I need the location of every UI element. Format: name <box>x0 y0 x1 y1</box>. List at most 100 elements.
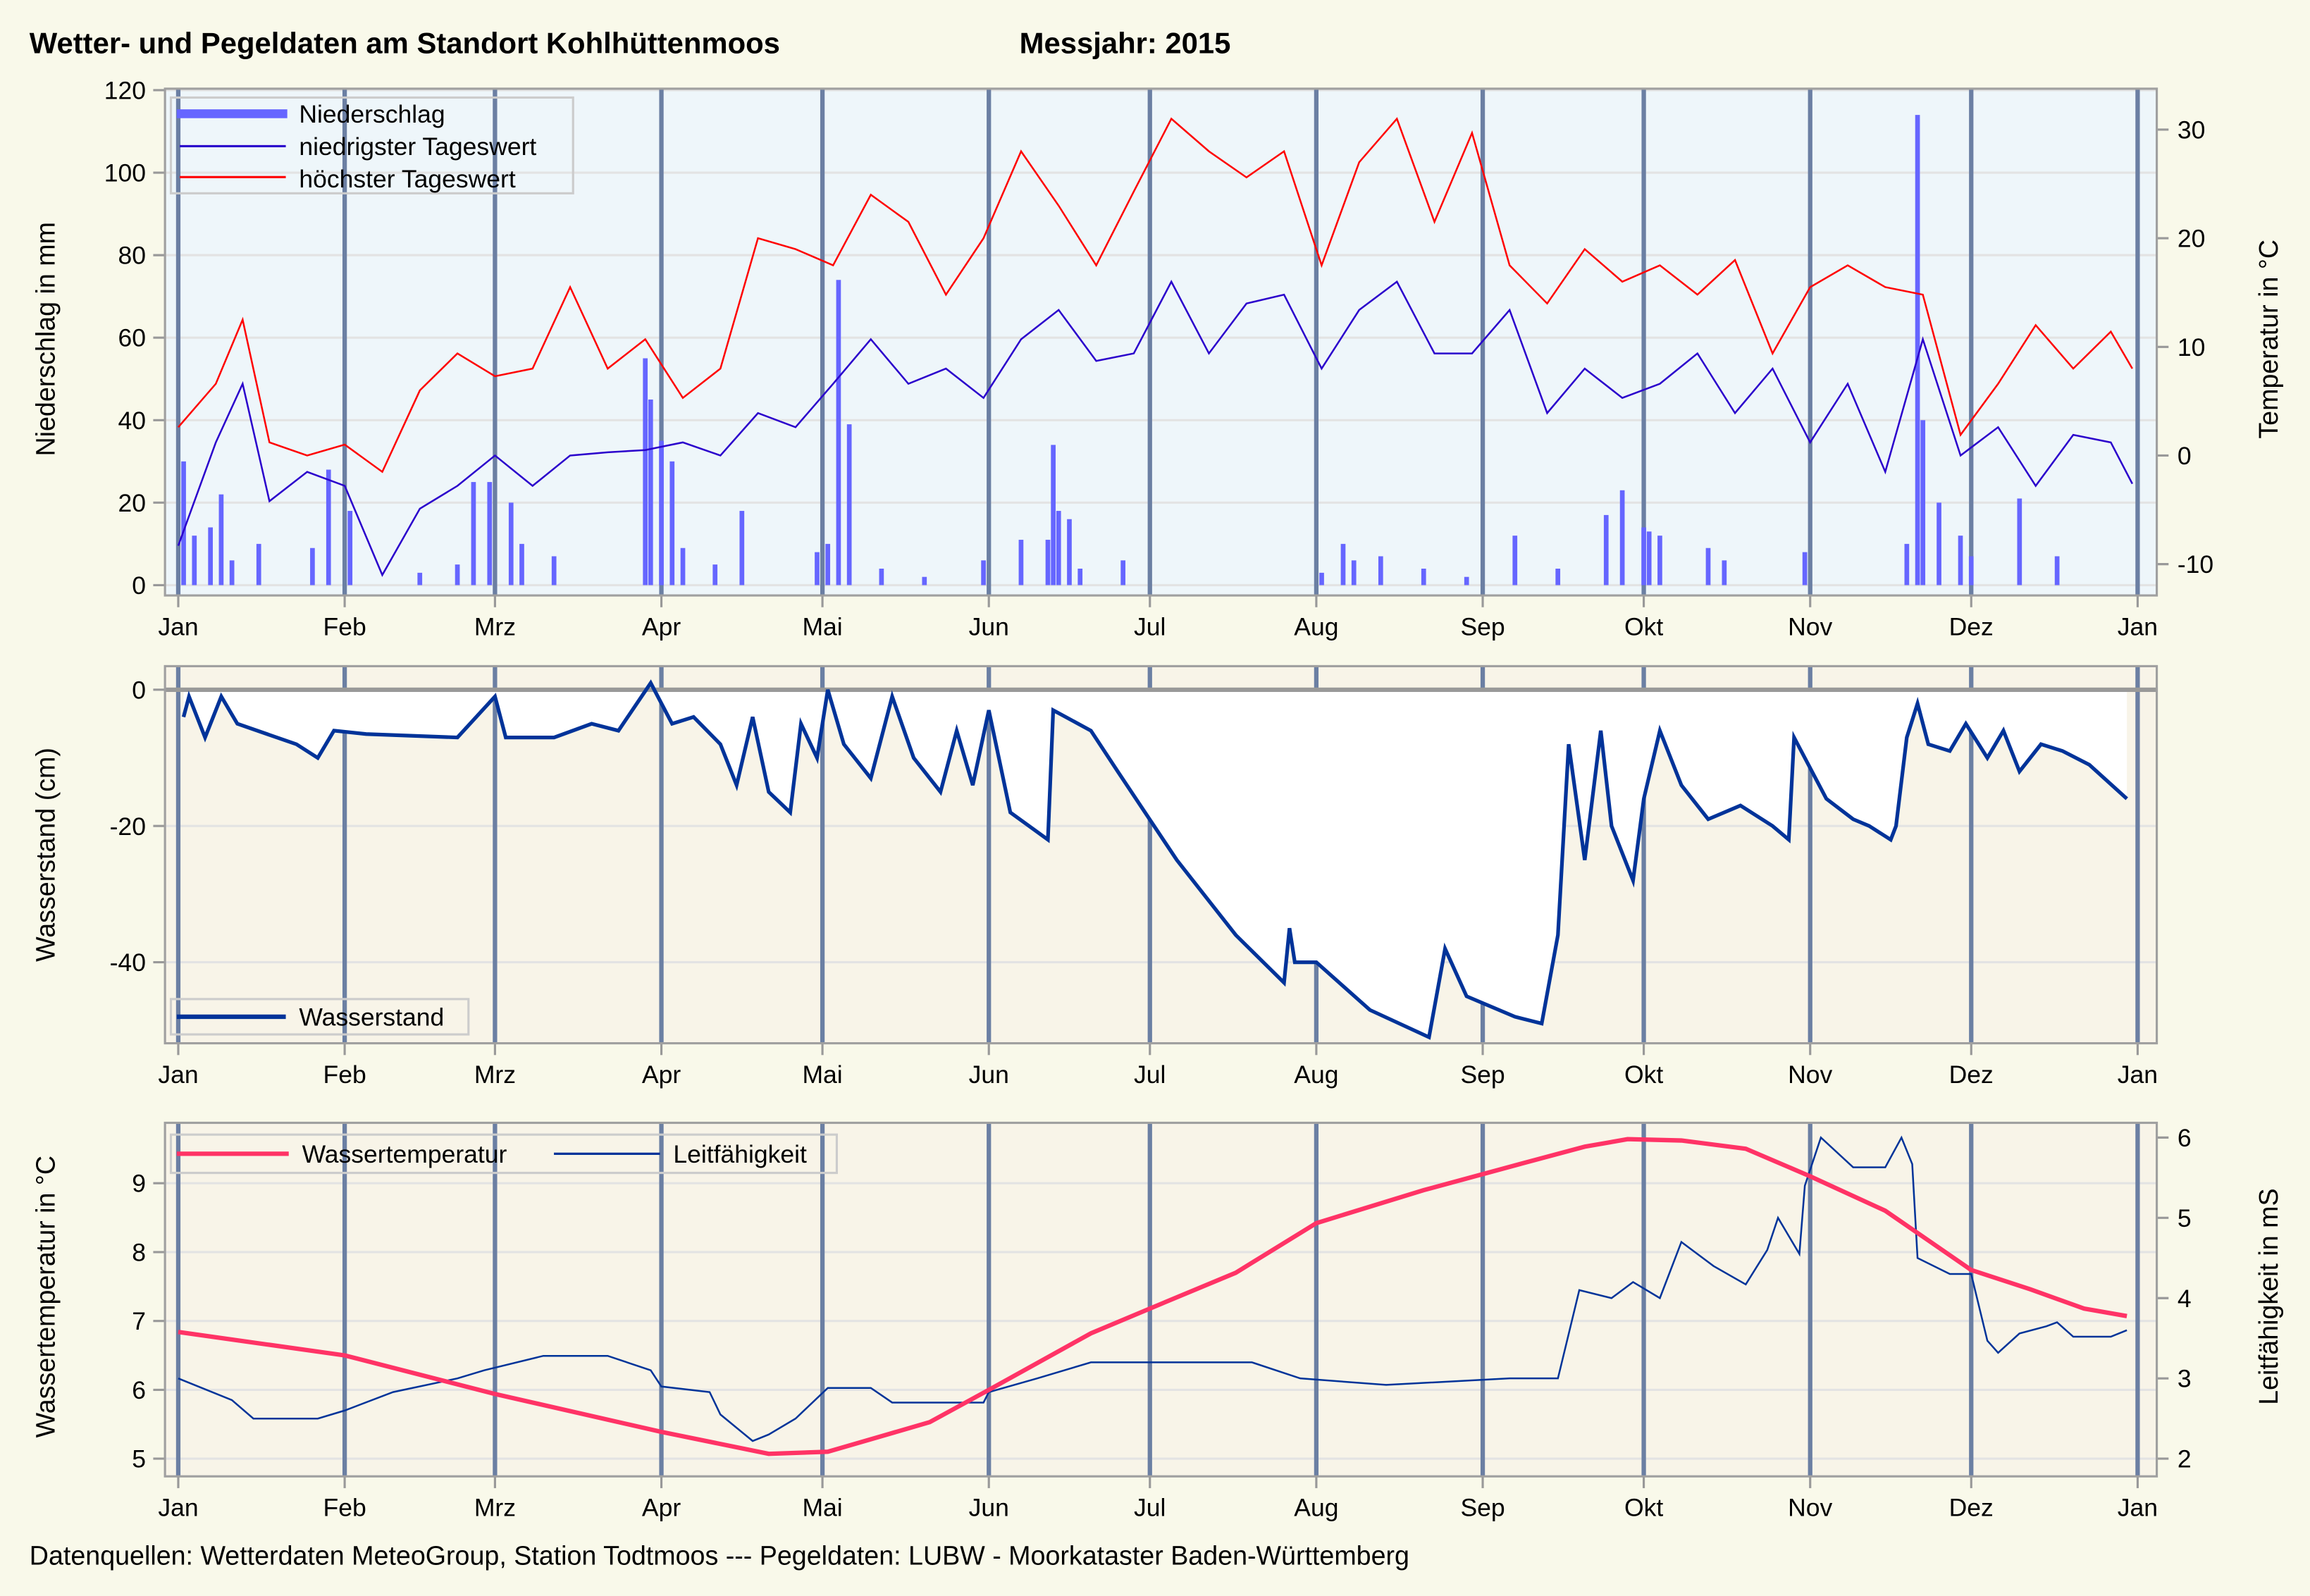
weather-y-tick-label: 0 <box>132 571 146 600</box>
precip-bar <box>1619 490 1625 586</box>
water-temp-y2-tick-label: 6 <box>2178 1124 2192 1152</box>
precip-bar <box>648 400 653 586</box>
precip-bar <box>836 280 841 586</box>
water-temp-x-tick-label: Apr <box>642 1494 681 1522</box>
precip-bar <box>1937 502 1941 586</box>
precip-bar <box>310 548 315 586</box>
water-level-legend: Wasserstand <box>169 998 470 1036</box>
precip-bar <box>1340 543 1346 586</box>
water-temp-legend: Wassertemperatur Leitfähigkeit <box>169 1133 839 1175</box>
precip-bar <box>712 564 718 586</box>
precip-bar <box>1378 556 1383 586</box>
weather-x-tick-label: Jan <box>158 612 198 641</box>
water-temp-frame <box>163 1121 2158 1478</box>
precip-bar <box>643 358 648 586</box>
precip-bar <box>1802 552 1808 586</box>
weather-x-tick-label: Aug <box>1294 612 1338 641</box>
precip-bar <box>471 482 476 586</box>
precip-bar <box>326 469 331 586</box>
water-level-x-tick-label: Nov <box>1788 1060 1832 1089</box>
precip-bar <box>1464 576 1469 586</box>
weather-y-tick-label: 100 <box>104 159 146 187</box>
precip-bar <box>1120 560 1126 586</box>
water-level-x-tick-label: Apr <box>642 1060 681 1089</box>
water-level-x-tick-label: Mrz <box>474 1060 516 1089</box>
weather-y2-tick-label: 20 <box>2178 225 2206 253</box>
precip-bar <box>1915 115 1920 586</box>
water-temp-y-tick-label: 7 <box>132 1307 146 1335</box>
weather-x-tick-label: Jan <box>2118 612 2158 641</box>
precip-bar <box>1705 548 1711 586</box>
water-temp-y-tick-label: 8 <box>132 1238 146 1266</box>
water-level-x-tick-label: Jan <box>2118 1060 2158 1089</box>
precip-bar <box>218 494 224 586</box>
precip-bar <box>417 572 423 586</box>
weather-x-tick-label: Jun <box>969 612 1009 641</box>
water-level-line <box>181 679 2128 1040</box>
precip-bar <box>1657 536 1662 586</box>
water-temp-y2-tick-label: 2 <box>2178 1445 2192 1473</box>
precip-bar <box>1968 556 1974 586</box>
weather-x-tick-label: Dez <box>1949 612 1994 641</box>
water-level-x-tick-label: Feb <box>323 1060 366 1089</box>
weather-x-tick-label: Nov <box>1788 612 1832 641</box>
legend-precip: Niederschlag <box>299 100 445 128</box>
precip-bar <box>1319 572 1324 586</box>
precip-bar <box>1603 514 1609 586</box>
precip-bar <box>879 568 884 586</box>
precip-bar <box>455 564 460 586</box>
weather-y-tick-label: 20 <box>118 489 146 517</box>
data-source-footer: Datenquellen: Wetterdaten MeteoGroup, St… <box>30 1541 1409 1571</box>
precip-bar <box>1421 568 1426 586</box>
tmax-line <box>178 117 2133 474</box>
precip-bar <box>519 543 524 586</box>
water-temp-y-tick-label: 9 <box>132 1170 146 1198</box>
water-temp-y-tick-label: 6 <box>132 1376 146 1404</box>
water-level-x-tick-label: Dez <box>1949 1060 1994 1089</box>
precip-bar <box>508 502 514 586</box>
weather-y-tick-label: 80 <box>118 242 146 270</box>
water-level-y-tick-label: -40 <box>110 948 146 977</box>
precip-bar <box>825 543 831 586</box>
legend-tmin: niedrigster Tageswert <box>299 132 536 161</box>
precip-bar <box>208 527 214 586</box>
water-temp-plot-area <box>165 1122 2157 1477</box>
precip-bar <box>922 576 927 586</box>
precip-bar <box>551 556 557 586</box>
precip-bar <box>192 536 197 586</box>
water-temp-panel: Jan Feb Mrz Apr Mai Jun Jul Aug Sep Okt Nov Dez Jan 5… <box>132 1121 2192 1522</box>
precip-bar <box>1512 536 1518 586</box>
legend-water-level: Wasserstand <box>299 1003 444 1031</box>
precip-bar <box>981 560 986 586</box>
tmin-line <box>177 280 2133 577</box>
weather-y-tick-label: 120 <box>104 77 146 105</box>
weather-y-tick-label: 60 <box>118 324 146 352</box>
water-temp-x-tick-label: Feb <box>323 1494 366 1522</box>
legend-swatch-precip <box>176 109 288 118</box>
precip-bar <box>659 440 664 586</box>
weather-y2-tick-label: 0 <box>2178 442 2192 470</box>
water-temp-y2-tick-label: 3 <box>2178 1365 2192 1393</box>
precip-bar <box>1051 445 1056 586</box>
water-temp-y2-tick-label: 5 <box>2178 1204 2192 1232</box>
weather-y2-tick-label: 30 <box>2178 116 2206 144</box>
legend-water-temp: Wassertemperatur <box>302 1140 507 1168</box>
weather-y2-tick-label: -10 <box>2178 550 2213 579</box>
precip-bar <box>2054 556 2060 586</box>
conductivity-line <box>178 1135 2127 1442</box>
water-temp-x-tick-label: Nov <box>1788 1494 1832 1522</box>
weather-y-tick-label: 40 <box>118 407 146 435</box>
precip-bar <box>739 511 745 586</box>
water-temp-x-tick-label: Jun <box>969 1494 1009 1522</box>
water-level-y-tick-label: 0 <box>132 676 146 704</box>
water-level-panel: Jan Feb Mrz Apr Mai Jun Jul Aug Sep Okt Nov Dez Jan -… <box>110 664 2158 1089</box>
temperature-axis-label: Temperatur in °C <box>2254 240 2283 439</box>
water-level-axis-label: Wasserstand (cm) <box>30 748 60 962</box>
water-temp-x-tick-label: Okt <box>1624 1494 1663 1522</box>
precip-bar <box>1067 519 1072 586</box>
precip-bar <box>1351 560 1357 586</box>
precip-bar <box>1056 511 1061 586</box>
precip-bar <box>846 424 852 586</box>
precip-bar <box>487 482 493 586</box>
